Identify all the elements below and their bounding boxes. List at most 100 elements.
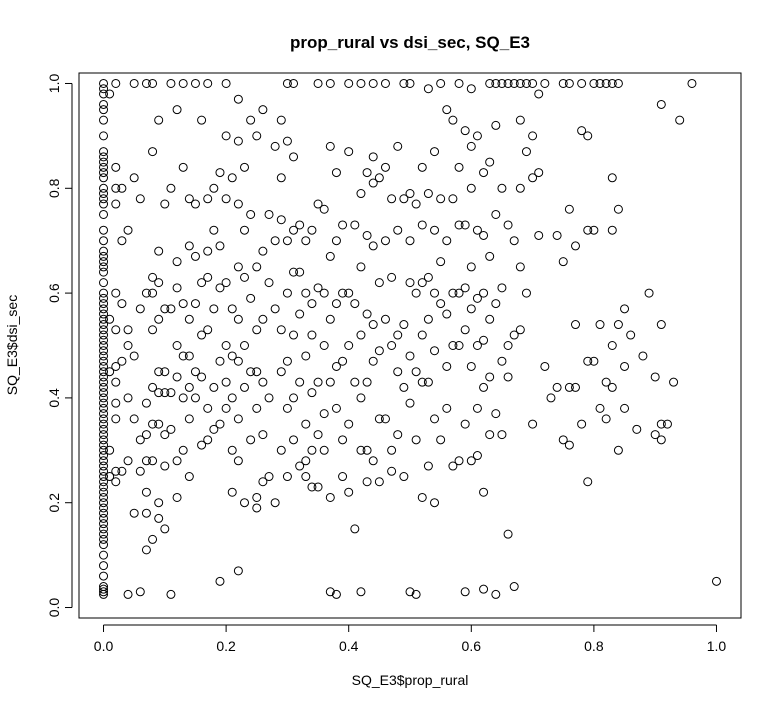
- data-point: [184, 241, 194, 251]
- data-point: [99, 346, 109, 356]
- data-point: [99, 367, 109, 377]
- data-point: [515, 325, 525, 335]
- data-point: [380, 78, 390, 88]
- data-point: [166, 78, 176, 88]
- data-point: [368, 178, 378, 188]
- data-point: [411, 288, 421, 298]
- data-point: [368, 456, 378, 466]
- data-point: [99, 356, 109, 366]
- data-point: [307, 225, 317, 235]
- data-point: [252, 403, 262, 413]
- data-point: [154, 314, 164, 324]
- data-point: [295, 267, 305, 277]
- data-point: [197, 330, 207, 340]
- data-point: [607, 225, 617, 235]
- data-point: [338, 288, 348, 298]
- data-point: [613, 78, 623, 88]
- data-point: [270, 236, 280, 246]
- data-point: [350, 377, 360, 387]
- data-point: [117, 299, 127, 309]
- data-point: [423, 272, 433, 282]
- data-point: [99, 571, 109, 581]
- data-point: [111, 288, 121, 298]
- data-point: [99, 589, 109, 599]
- data-point: [319, 409, 329, 419]
- chart-title: prop_rural vs dsi_sec, SQ_E3: [290, 33, 530, 52]
- data-point: [240, 162, 249, 172]
- data-point: [99, 293, 109, 303]
- data-point: [129, 351, 139, 361]
- data-point: [160, 524, 170, 534]
- data-point: [105, 445, 115, 455]
- data-point: [411, 435, 421, 445]
- data-point: [123, 456, 133, 466]
- data-point: [466, 262, 476, 272]
- data-point: [497, 430, 507, 440]
- data-point: [589, 78, 599, 88]
- data-point: [190, 299, 200, 309]
- data-point: [154, 115, 164, 125]
- data-point: [99, 299, 109, 309]
- data-point: [558, 78, 568, 88]
- data-point: [99, 503, 109, 513]
- data-point: [417, 278, 427, 288]
- data-point: [436, 299, 446, 309]
- data-point: [387, 445, 397, 455]
- data-point: [442, 309, 452, 319]
- data-point: [166, 304, 176, 314]
- data-point: [233, 414, 243, 424]
- data-point: [687, 78, 697, 88]
- data-point: [374, 278, 384, 288]
- data-point: [313, 199, 323, 209]
- data-point: [497, 78, 507, 88]
- data-point: [656, 320, 666, 330]
- data-point: [99, 209, 109, 219]
- data-point: [368, 320, 378, 330]
- data-point: [331, 361, 341, 371]
- y-tick-label: 1.0: [46, 74, 62, 94]
- data-point: [99, 524, 109, 534]
- data-point: [577, 126, 587, 136]
- data-point: [160, 304, 170, 314]
- data-point: [111, 477, 121, 487]
- data-point: [233, 314, 243, 324]
- data-point: [264, 393, 274, 403]
- data-point: [399, 382, 409, 392]
- data-point: [423, 314, 433, 324]
- x-tick-label: 0.0: [94, 638, 114, 654]
- data-point: [99, 398, 109, 408]
- data-point: [270, 498, 280, 508]
- data-point: [380, 414, 390, 424]
- data-point: [577, 419, 587, 429]
- data-point: [374, 414, 384, 424]
- data-point: [460, 587, 470, 597]
- data-point: [203, 403, 213, 413]
- data-point: [264, 472, 274, 482]
- data-point: [295, 461, 305, 471]
- data-point: [178, 162, 188, 172]
- data-point: [99, 309, 109, 319]
- data-point: [141, 508, 151, 518]
- data-point: [479, 487, 489, 497]
- data-point: [184, 414, 194, 424]
- data-point: [601, 377, 611, 387]
- data-point: [111, 183, 121, 193]
- data-point: [534, 168, 544, 178]
- data-point: [258, 314, 268, 324]
- data-point: [148, 456, 158, 466]
- data-point: [221, 377, 231, 387]
- data-point: [430, 147, 440, 157]
- data-point: [442, 361, 452, 371]
- data-point: [528, 173, 538, 183]
- data-point: [141, 456, 151, 466]
- data-point: [380, 162, 390, 172]
- data-point: [282, 236, 292, 246]
- data-point: [197, 372, 207, 382]
- data-point: [344, 78, 354, 88]
- data-point: [301, 472, 311, 482]
- data-point: [466, 84, 476, 94]
- data-point: [111, 466, 121, 476]
- data-point: [356, 330, 366, 340]
- data-point: [111, 325, 121, 335]
- data-point: [99, 162, 109, 172]
